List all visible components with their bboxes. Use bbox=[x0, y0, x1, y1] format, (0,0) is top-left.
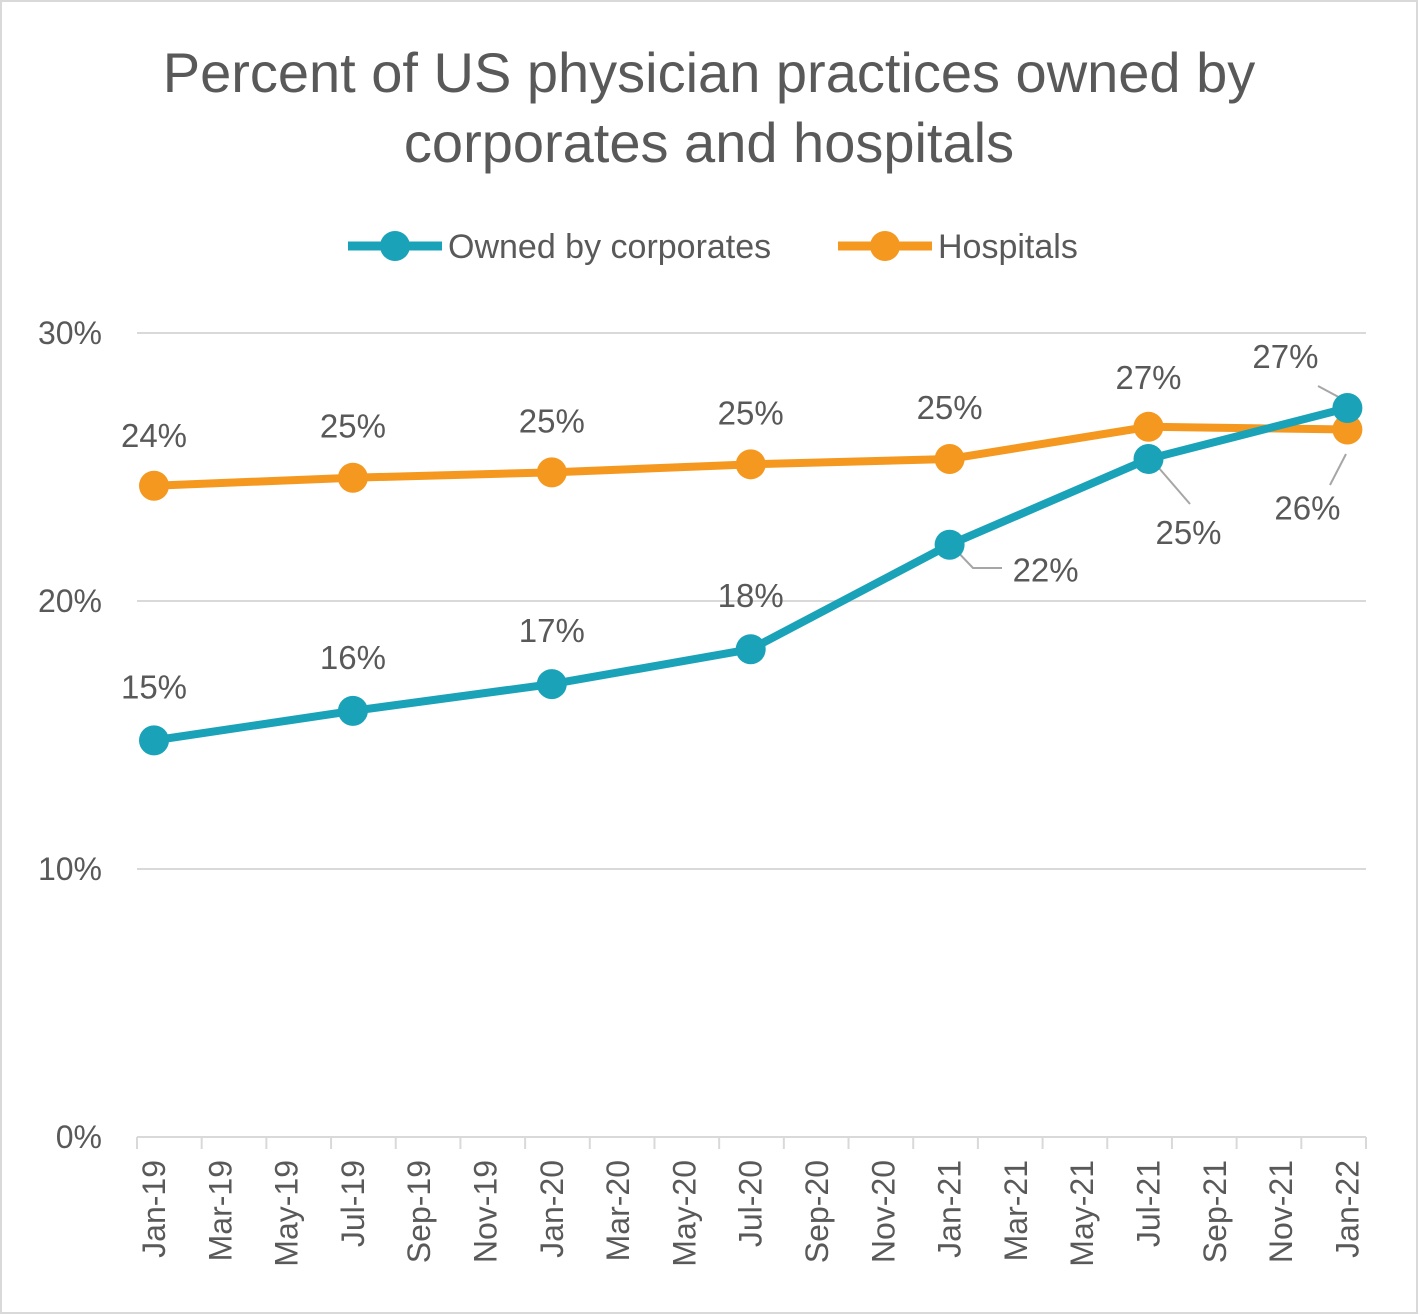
x-tick-label: Mar-20 bbox=[600, 1160, 636, 1261]
data-point bbox=[337, 462, 368, 493]
data-point bbox=[139, 725, 169, 756]
data-point bbox=[1133, 411, 1164, 442]
data-labels: 15% 16% 17% 18% 22% 25% 27% 24% 25% 25% 25% 25% 27% 2… bbox=[121, 338, 1340, 705]
data-point bbox=[934, 443, 965, 474]
x-axis: Jan-19 Mar-19 May-19 Jul-19 Sep-19 Nov-19 Jan-… bbox=[136, 1136, 1367, 1267]
y-axis: 0% 10% 20% 30% bbox=[38, 315, 102, 1155]
data-point bbox=[735, 634, 766, 665]
chart-title: Percent of US physician practices owned … bbox=[0, 38, 1418, 178]
series-lines bbox=[139, 393, 1363, 756]
data-label: 25% bbox=[718, 394, 784, 431]
x-tick-label: Mar-21 bbox=[998, 1160, 1034, 1261]
x-tick-label: Nov-19 bbox=[468, 1160, 504, 1263]
x-tick-label: May-21 bbox=[1064, 1160, 1100, 1267]
data-label: 25% bbox=[320, 408, 386, 445]
data-label: 27% bbox=[1115, 359, 1181, 396]
legend-marker bbox=[380, 231, 410, 261]
data-point bbox=[1332, 414, 1363, 445]
legend: Owned by corporates Hospitals bbox=[348, 228, 1078, 266]
x-tick-label: Nov-21 bbox=[1263, 1160, 1299, 1263]
data-point bbox=[735, 449, 766, 480]
x-tick-label: May-20 bbox=[666, 1160, 702, 1267]
y-tick-label: 20% bbox=[38, 583, 102, 619]
data-point bbox=[1332, 393, 1363, 424]
x-tick-label: Sep-21 bbox=[1197, 1160, 1233, 1263]
data-label: 24% bbox=[121, 417, 187, 454]
data-point bbox=[1133, 443, 1164, 474]
x-tick-label: May-19 bbox=[269, 1160, 305, 1267]
data-point bbox=[934, 529, 965, 560]
x-tick-label: Jan-19 bbox=[136, 1160, 172, 1258]
data-label: 16% bbox=[320, 639, 386, 676]
y-tick-label: 0% bbox=[56, 1119, 102, 1155]
data-label: 25% bbox=[1155, 514, 1221, 551]
x-tick-label: Jan-20 bbox=[534, 1160, 570, 1258]
x-tick-label: Mar-19 bbox=[202, 1160, 238, 1261]
x-tick-label: Jul-21 bbox=[1131, 1160, 1167, 1247]
data-point bbox=[536, 457, 567, 488]
data-point bbox=[139, 470, 169, 501]
y-tick-label: 30% bbox=[38, 315, 102, 351]
data-label: 27% bbox=[1252, 338, 1318, 375]
data-label: 17% bbox=[519, 612, 585, 649]
data-label: 15% bbox=[121, 668, 187, 705]
data-point bbox=[337, 695, 368, 726]
x-tick-label: Jul-19 bbox=[335, 1160, 371, 1247]
x-tick-label: Nov-20 bbox=[865, 1160, 901, 1263]
legend-marker bbox=[870, 231, 900, 261]
gridlines bbox=[137, 332, 1366, 870]
data-label: 25% bbox=[519, 402, 585, 439]
x-tick-label: Sep-20 bbox=[799, 1160, 835, 1263]
chart-title-line-1: Percent of US physician practices owned … bbox=[162, 41, 1256, 104]
legend-label: Hospitals bbox=[938, 228, 1078, 266]
data-label: 22% bbox=[1013, 552, 1079, 589]
x-tick-label: Sep-19 bbox=[401, 1160, 437, 1263]
x-tick-label: Jul-20 bbox=[733, 1160, 769, 1247]
legend-label: Owned by corporates bbox=[448, 228, 771, 266]
data-label: 26% bbox=[1274, 489, 1340, 526]
x-tick-label: Jan-22 bbox=[1329, 1160, 1365, 1258]
chart-title-line-2: corporates and hospitals bbox=[403, 111, 1015, 174]
data-label: 18% bbox=[718, 577, 784, 614]
x-tick-label: Jan-21 bbox=[932, 1160, 968, 1258]
data-label: 25% bbox=[917, 389, 983, 426]
label-leader-line bbox=[1329, 453, 1347, 486]
y-tick-label: 10% bbox=[38, 851, 102, 887]
data-point bbox=[536, 669, 567, 700]
